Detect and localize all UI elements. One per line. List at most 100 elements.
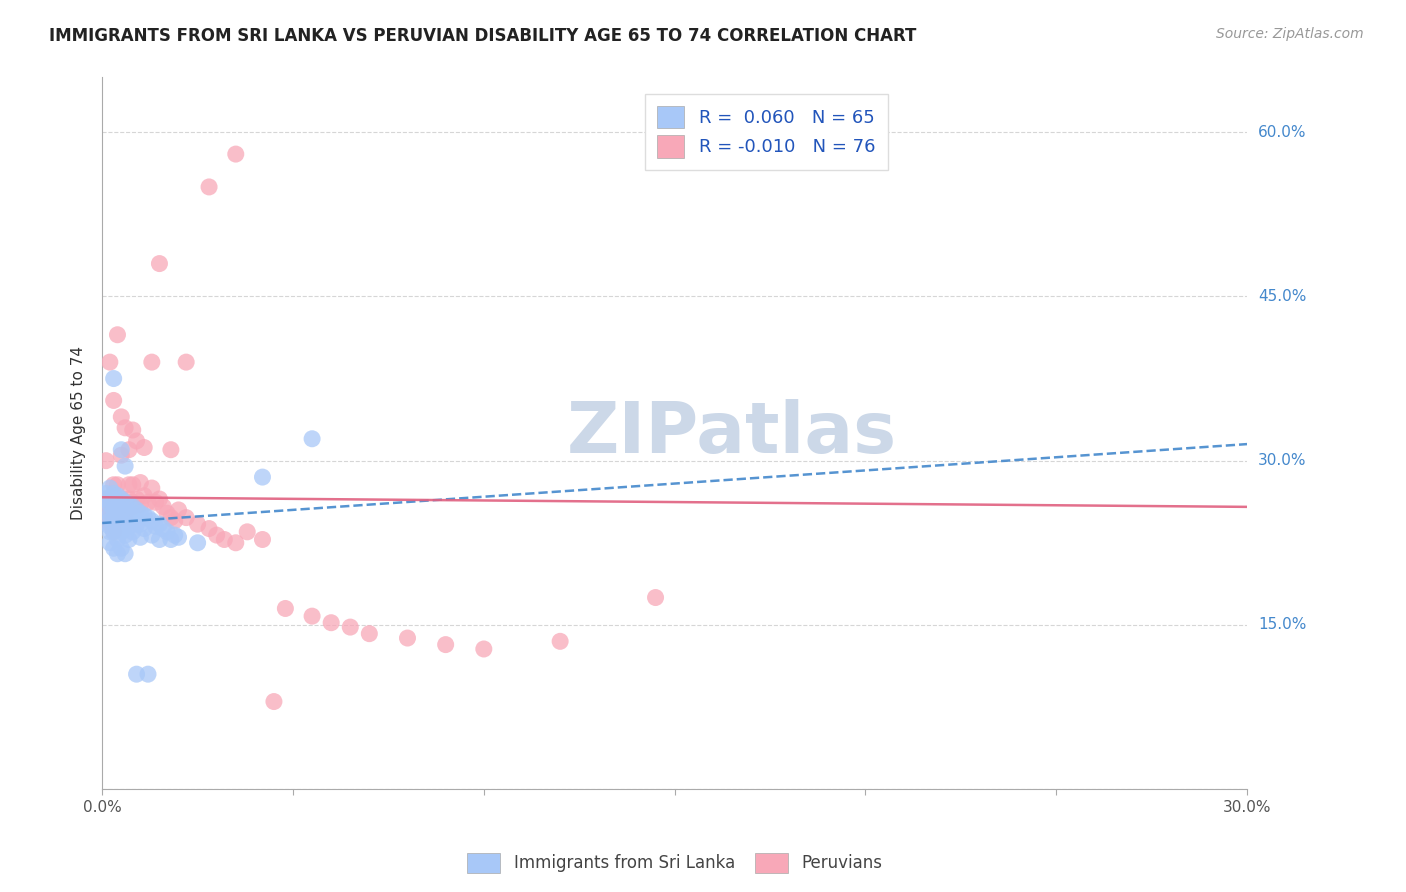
Point <box>98 498 121 512</box>
Point <box>114 421 136 435</box>
Point <box>103 524 125 539</box>
Point <box>121 500 143 514</box>
Point <box>107 500 129 514</box>
Point <box>129 517 152 532</box>
Point <box>103 500 125 514</box>
Point <box>98 536 121 550</box>
Point <box>225 536 247 550</box>
Point <box>114 528 136 542</box>
Point <box>163 514 186 528</box>
Point <box>148 491 170 506</box>
Point <box>136 667 159 681</box>
Point <box>163 528 186 542</box>
Legend: Immigrants from Sri Lanka, Peruvians: Immigrants from Sri Lanka, Peruvians <box>460 847 890 880</box>
Point <box>98 355 121 369</box>
Point <box>125 434 148 448</box>
Point <box>152 500 174 514</box>
Point <box>114 508 136 523</box>
Point <box>321 615 343 630</box>
Point <box>103 517 125 532</box>
Text: 15.0%: 15.0% <box>1258 617 1306 632</box>
Point <box>548 634 571 648</box>
Text: 45.0%: 45.0% <box>1258 289 1306 304</box>
Text: Source: ZipAtlas.com: Source: ZipAtlas.com <box>1216 27 1364 41</box>
Point <box>141 481 163 495</box>
Point <box>94 503 117 517</box>
Point <box>110 491 132 506</box>
Point <box>98 503 121 517</box>
Point <box>121 477 143 491</box>
Point <box>252 470 274 484</box>
Point <box>107 510 129 524</box>
Point <box>103 393 125 408</box>
Point <box>145 495 167 509</box>
Point <box>152 522 174 536</box>
Point <box>98 508 121 523</box>
Point <box>107 489 129 503</box>
Point <box>198 180 221 194</box>
Point <box>110 409 132 424</box>
Point <box>205 528 228 542</box>
Point <box>359 626 381 640</box>
Point <box>301 609 323 624</box>
Legend: R =  0.060   N = 65, R = -0.010   N = 76: R = 0.060 N = 65, R = -0.010 N = 76 <box>644 94 887 170</box>
Point <box>156 506 179 520</box>
Point <box>110 541 132 556</box>
Text: 60.0%: 60.0% <box>1258 125 1306 140</box>
Point <box>94 491 117 506</box>
Point <box>107 327 129 342</box>
Point <box>98 517 121 532</box>
Point <box>214 533 236 547</box>
Point <box>121 510 143 524</box>
Point <box>129 498 152 512</box>
Point <box>129 530 152 544</box>
Point <box>129 475 152 490</box>
Text: IMMIGRANTS FROM SRI LANKA VS PERUVIAN DISABILITY AGE 65 TO 74 CORRELATION CHART: IMMIGRANTS FROM SRI LANKA VS PERUVIAN DI… <box>49 27 917 45</box>
Point <box>114 495 136 509</box>
Point <box>103 477 125 491</box>
Point <box>434 638 457 652</box>
Point <box>136 495 159 509</box>
Point <box>103 514 125 528</box>
Text: ZIPatlas: ZIPatlas <box>567 399 897 467</box>
Point <box>110 448 132 462</box>
Point <box>110 524 132 539</box>
Point <box>236 524 259 539</box>
Point <box>339 620 361 634</box>
Point <box>252 533 274 547</box>
Point <box>125 667 148 681</box>
Point <box>114 506 136 520</box>
Point <box>141 355 163 369</box>
Point <box>274 601 297 615</box>
Point <box>107 477 129 491</box>
Point <box>114 459 136 474</box>
Point <box>148 533 170 547</box>
Point <box>103 491 125 506</box>
Point <box>148 517 170 532</box>
Point <box>98 514 121 528</box>
Point <box>103 541 125 556</box>
Point <box>103 491 125 506</box>
Point <box>110 498 132 512</box>
Point <box>129 506 152 520</box>
Point <box>472 642 495 657</box>
Point <box>187 536 209 550</box>
Point <box>134 508 156 523</box>
Point <box>110 514 132 528</box>
Point <box>107 522 129 536</box>
Point <box>141 528 163 542</box>
Point <box>396 631 419 645</box>
Point <box>174 510 197 524</box>
Point <box>98 491 121 506</box>
Point <box>118 533 141 547</box>
Point <box>98 524 121 539</box>
Point <box>134 522 156 536</box>
Point <box>107 510 129 524</box>
Point <box>301 432 323 446</box>
Point <box>644 591 666 605</box>
Point <box>187 517 209 532</box>
Point <box>167 503 190 517</box>
Point <box>110 442 132 457</box>
Point <box>98 503 121 517</box>
Point <box>156 524 179 539</box>
